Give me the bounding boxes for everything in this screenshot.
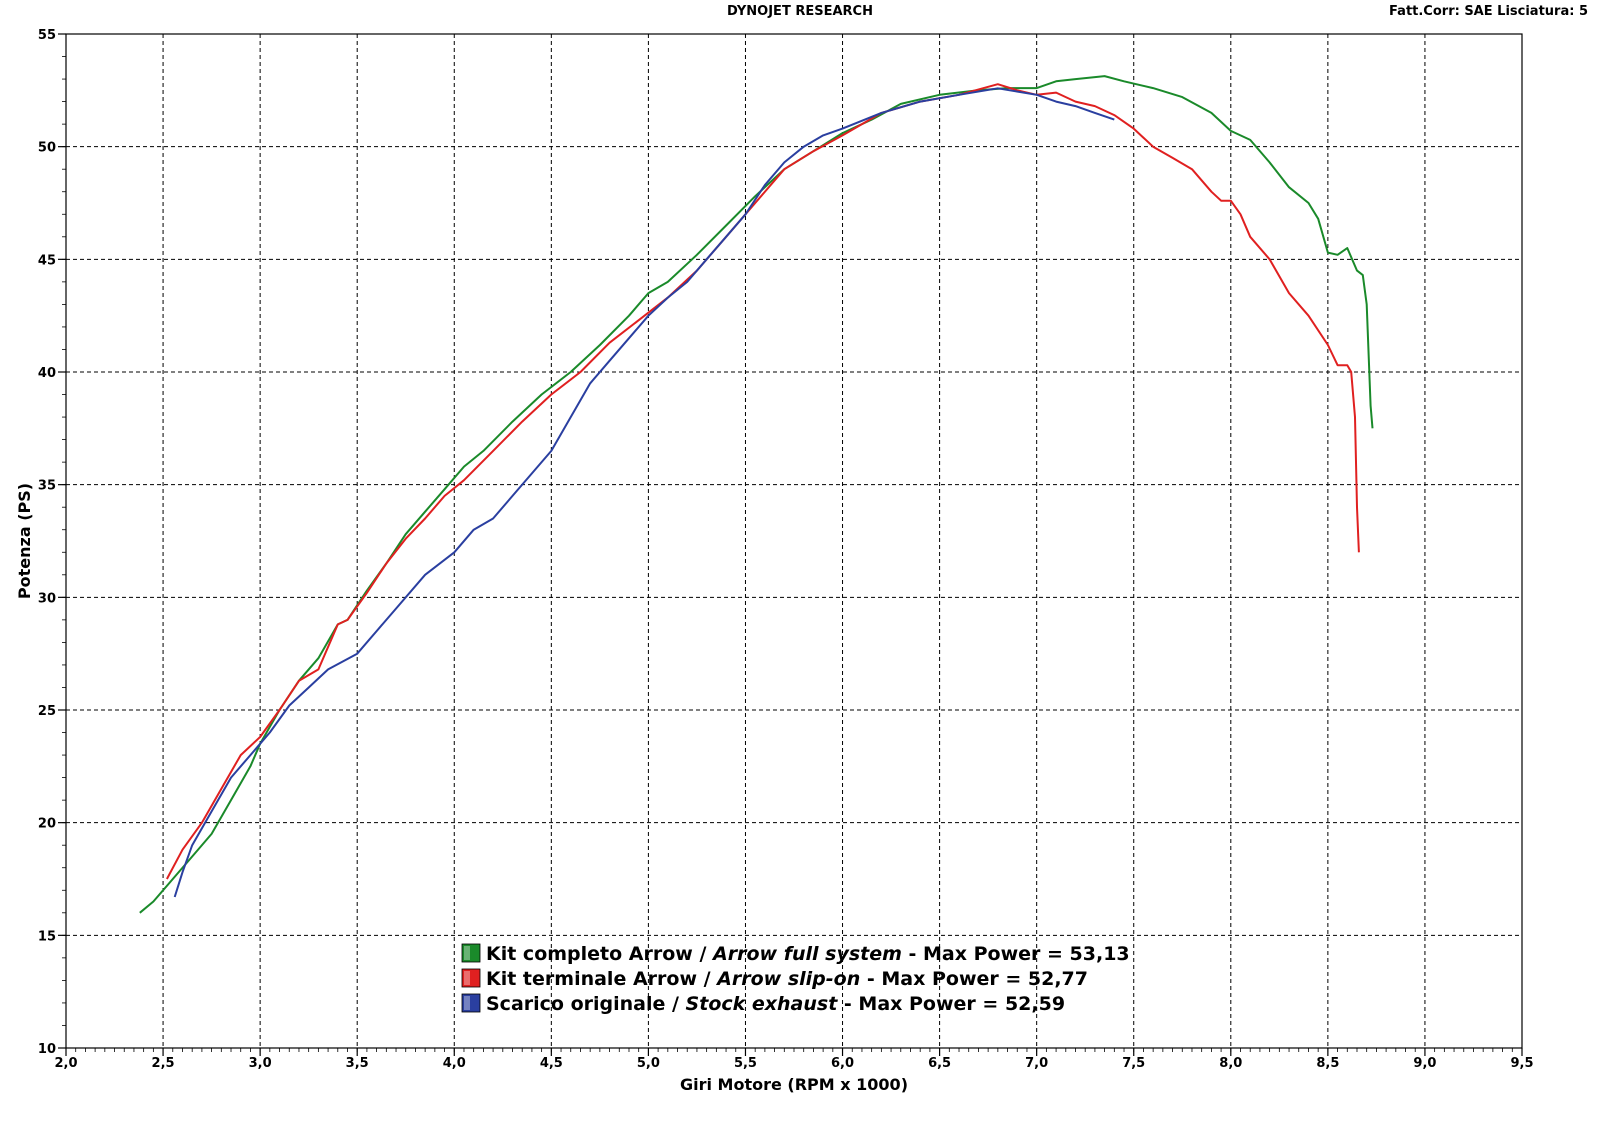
y-tick-label: 30 (38, 591, 56, 606)
series-line-3 (173, 87, 1115, 898)
series-line-2 (166, 83, 1360, 880)
grid-lines (66, 34, 1522, 1048)
minor-ticks (58, 33, 1523, 1056)
y-tick-label: 15 (38, 929, 56, 944)
y-tick-label: 25 (38, 704, 56, 719)
x-tick-label: 4,0 (443, 1056, 466, 1071)
y-tick-label: 50 (38, 141, 56, 156)
y-tick-label: 40 (38, 366, 56, 381)
legend-swatch-highlight (464, 946, 470, 960)
legend-entry-3: Scarico originale / Stock exhaust - Max … (486, 993, 1065, 1015)
plot-frame (65, 33, 1523, 1049)
y-tick-label: 55 (38, 28, 56, 43)
x-tick-label: 8,5 (1316, 1056, 1339, 1071)
x-tick-label: 4,5 (540, 1056, 563, 1071)
legend-entry-1: Kit completo Arrow / Arrow full system -… (486, 943, 1130, 965)
y-axis-ticks: 10 15 20 25 30 35 40 45 50 55 (38, 28, 56, 1057)
x-tick-label: 8,0 (1219, 1056, 1242, 1071)
chart-header-correction: Fatt.Corr: SAE Lisciatura: 5 (1389, 4, 1588, 19)
x-tick-label: 7,0 (1025, 1056, 1048, 1071)
x-tick-label: 6,0 (831, 1056, 854, 1071)
legend: Kit completo Arrow / Arrow full system -… (461, 943, 1130, 1015)
x-axis-ticks: 2,0 2,5 3,0 3,5 4,0 4,5 5,0 5,5 6,0 6,5 7,0 7,5 8,0 8… (54, 1056, 1533, 1071)
x-tick-label: 2,0 (54, 1056, 77, 1071)
chart-header-title: DYNOJET RESEARCH (727, 4, 873, 19)
x-tick-label: 3,0 (249, 1056, 272, 1071)
legend-entry-2: Kit terminale Arrow / Arrow slip-on - Ma… (486, 968, 1088, 990)
x-tick-label: 6,5 (928, 1056, 951, 1071)
legend-swatch-3 (461, 993, 481, 1013)
x-tick-label: 7,5 (1122, 1056, 1145, 1071)
y-tick-label: 20 (38, 817, 56, 832)
legend-swatch-1 (461, 943, 481, 963)
legend-swatch-2 (461, 968, 481, 988)
series-line-1 (139, 75, 1374, 914)
x-tick-label: 5,0 (637, 1056, 660, 1071)
x-tick-label: 2,5 (152, 1056, 175, 1071)
y-tick-label: 10 (38, 1042, 56, 1057)
y-tick-label: 45 (38, 253, 56, 268)
x-tick-label: 9,5 (1510, 1056, 1533, 1071)
x-tick-label: 9,0 (1413, 1056, 1436, 1071)
legend-swatch-highlight (464, 996, 470, 1010)
x-tick-label: 5,5 (734, 1056, 757, 1071)
x-tick-label: 3,5 (346, 1056, 369, 1071)
y-axis-label: Potenza (PS) (15, 483, 34, 599)
y-tick-label: 35 (38, 479, 56, 494)
series-lines (139, 75, 1374, 914)
legend-swatch-highlight (464, 971, 470, 985)
x-axis-label: Giri Motore (RPM x 1000) (680, 1075, 908, 1094)
